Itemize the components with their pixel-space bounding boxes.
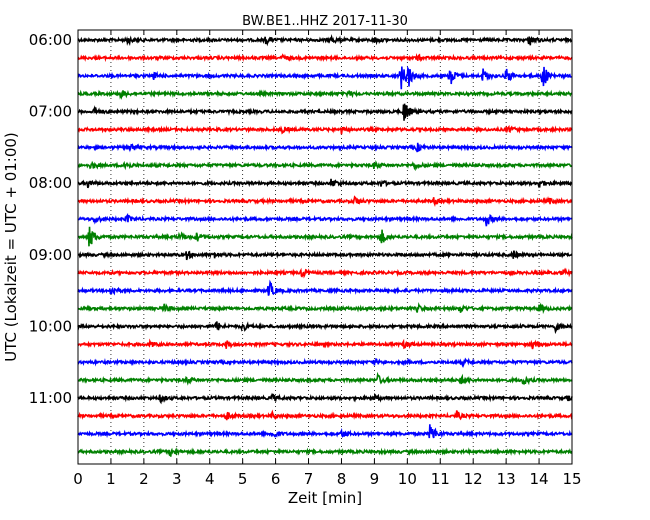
chart-title: BW.BE1..HHZ 2017-11-30 bbox=[242, 14, 408, 29]
grid-lines bbox=[110, 30, 540, 464]
trace-1100 bbox=[77, 392, 573, 405]
x-tick-label: 15 bbox=[562, 470, 581, 488]
trace-0930 bbox=[77, 279, 573, 296]
x-tick-label: 5 bbox=[238, 470, 248, 488]
y-axis-ticks: 06:00 07:00 08:00 09:00 10:00 11:00 bbox=[29, 31, 83, 407]
trace-0730 bbox=[77, 142, 573, 153]
trace-0845 bbox=[77, 226, 573, 247]
trace-0830 bbox=[77, 212, 573, 227]
x-tick-label: 9 bbox=[370, 470, 380, 488]
x-axis-label: Zeit [min] bbox=[288, 489, 362, 507]
x-tick-label: 8 bbox=[337, 470, 347, 488]
x-tick-label: 4 bbox=[205, 470, 215, 488]
trace-1145 bbox=[77, 446, 573, 457]
y-tick-label: 06:00 bbox=[29, 31, 72, 49]
x-tick-label: 3 bbox=[172, 470, 182, 488]
x-tick-label: 7 bbox=[304, 470, 314, 488]
trace-1015 bbox=[77, 338, 573, 350]
y-tick-label: 08:00 bbox=[29, 174, 72, 192]
y-tick-label: 10:00 bbox=[29, 317, 72, 335]
trace-0615 bbox=[77, 53, 573, 63]
trace-0800 bbox=[77, 178, 573, 189]
trace-1130 bbox=[77, 424, 573, 439]
trace-0945 bbox=[77, 302, 573, 315]
x-tick-label: 14 bbox=[530, 470, 549, 488]
trace-0600 bbox=[77, 34, 573, 47]
x-tick-label: 12 bbox=[464, 470, 483, 488]
y-tick-label: 11:00 bbox=[29, 389, 72, 407]
trace-0900 bbox=[77, 250, 573, 261]
trace-1045 bbox=[77, 371, 573, 386]
trace-0630 bbox=[77, 65, 573, 90]
x-tick-label: 0 bbox=[73, 470, 83, 488]
x-tick-label: 2 bbox=[139, 470, 149, 488]
trace-1000 bbox=[77, 321, 573, 335]
traces bbox=[77, 34, 573, 457]
x-tick-label: 13 bbox=[497, 470, 516, 488]
y-axis-label: UTC (Lokalzeit = UTC + 01:00) bbox=[2, 132, 20, 362]
trace-0915 bbox=[77, 267, 573, 279]
trace-0700 bbox=[77, 103, 573, 121]
y-tick-label: 09:00 bbox=[29, 246, 72, 264]
x-tick-label: 10 bbox=[398, 470, 417, 488]
x-tick-label: 6 bbox=[271, 470, 281, 488]
trace-1115 bbox=[77, 409, 573, 421]
x-axis-ticks: 0 1 2 3 4 5 6 7 8 9 10 11 12 13 14 15 bbox=[73, 30, 582, 488]
trace-1030 bbox=[77, 357, 573, 369]
trace-0645 bbox=[77, 89, 573, 100]
y-tick-label: 07:00 bbox=[29, 103, 72, 121]
x-tick-label: 11 bbox=[431, 470, 450, 488]
trace-0715 bbox=[77, 124, 573, 135]
x-tick-label: 1 bbox=[106, 470, 116, 488]
plot-frame bbox=[77, 29, 573, 465]
trace-0745 bbox=[77, 160, 573, 172]
trace-0815 bbox=[77, 195, 573, 208]
